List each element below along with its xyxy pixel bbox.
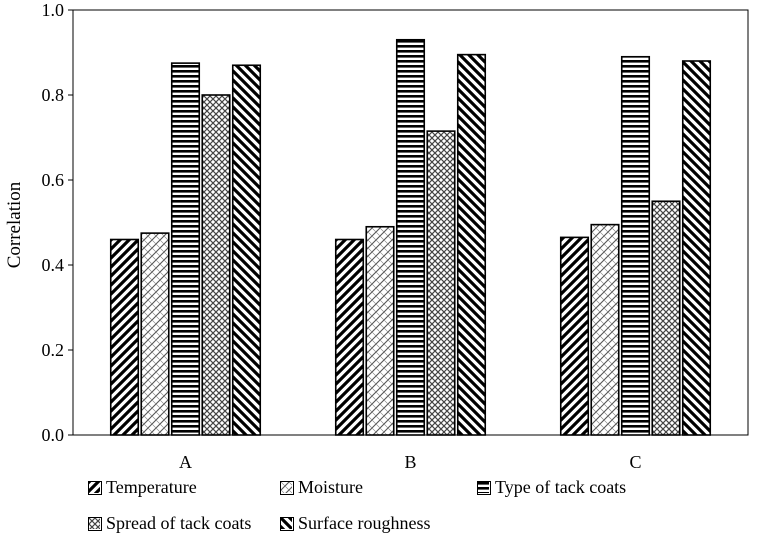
y-tick-label: 0.4 (42, 255, 65, 275)
y-axis: 0.0 0.2 0.4 0.6 0.8 1.0 (42, 0, 73, 445)
y-tick-label: 0.0 (42, 425, 65, 445)
x-axis: A B C (179, 452, 642, 472)
bar-surface-roughness-b (456, 53, 487, 436)
y-tick-label: 0.8 (42, 85, 65, 105)
bar-temperature-c (559, 236, 590, 436)
bar-spread-of-tack-coats-c (651, 200, 681, 436)
bar-moisture-c (590, 223, 620, 436)
bar-spread-of-tack-coats-b (426, 130, 456, 436)
x-tick-label: B (404, 452, 416, 472)
bar-surface-roughness-c (681, 60, 712, 436)
bar-surface-roughness-a (231, 64, 262, 436)
bar-type-of-tack-coats-a (170, 62, 201, 436)
bar-temperature-a (109, 238, 140, 436)
bar-temperature-b (334, 238, 365, 436)
bar-moisture-a (140, 232, 170, 436)
bar-type-of-tack-coats-c (620, 55, 651, 436)
y-axis-label: Correlation (4, 181, 25, 268)
bar-type-of-tack-coats-b (395, 38, 426, 436)
bar-moisture-b (365, 225, 395, 436)
y-tick-label: 0.2 (42, 340, 65, 360)
y-tick-label: 1.0 (42, 0, 65, 20)
bar-spread-of-tack-coats-a (201, 94, 231, 436)
x-tick-label: A (179, 452, 192, 472)
x-tick-label: C (629, 452, 641, 472)
y-tick-label: 0.6 (42, 170, 65, 190)
bars (109, 38, 712, 436)
